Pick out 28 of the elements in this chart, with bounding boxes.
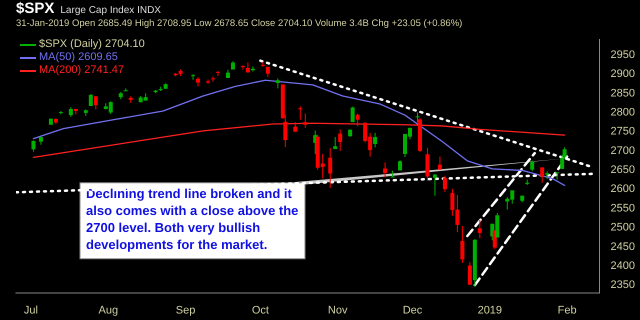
x-tick-label: Nov bbox=[328, 304, 348, 316]
y-tick-label: 2900 bbox=[610, 68, 636, 80]
y-tick-label: 2750 bbox=[610, 126, 636, 138]
x-tick-label: Sep bbox=[176, 304, 196, 316]
x-tick-label: Feb bbox=[558, 304, 577, 316]
chart-title: $SPX bbox=[16, 0, 54, 17]
legend-label: $SPX (Daily) 2704.10 bbox=[39, 38, 145, 51]
x-tick-label: 2019 bbox=[478, 304, 502, 316]
legend-label: MA(200) 2741.47 bbox=[39, 64, 124, 77]
x-tick-label: Oct bbox=[252, 304, 269, 316]
legend-label: MA(50) 2609.65 bbox=[39, 51, 118, 64]
text: 31-Jan-2019 Open 2685.49 High 2708.95 Low 2678.65 Close 2704.10 Volume 3.4B Chg +23.05 (+0.86%) bbox=[16, 18, 464, 30]
y-tick-label: 2850 bbox=[610, 87, 636, 100]
y-tick-label: 2800 bbox=[610, 106, 636, 119]
x-tick-label: Jul bbox=[24, 304, 38, 316]
y-tick-label: 2500 bbox=[610, 222, 636, 234]
y-tick-label: 2350 bbox=[610, 279, 636, 292]
y-tick-label: 2550 bbox=[610, 202, 636, 214]
y-tick-label: 2950 bbox=[610, 48, 636, 61]
x-tick-label: Aug bbox=[98, 304, 118, 316]
y-tick-label: 2400 bbox=[610, 260, 636, 272]
annotation: Declining trend line broken and it also comes with a close above the 2700 level. Both very bullish developments for the market. bbox=[86, 186, 298, 252]
y-tick-label: 2600 bbox=[610, 183, 636, 196]
y-tick-label: 2450 bbox=[610, 240, 636, 253]
y-tick-label: 2700 bbox=[610, 144, 636, 157]
x-tick-label: Dec bbox=[402, 304, 423, 316]
y-tick-label: 2650 bbox=[610, 164, 636, 176]
chart-subtitle: Large Cap Index INDX bbox=[60, 5, 161, 16]
